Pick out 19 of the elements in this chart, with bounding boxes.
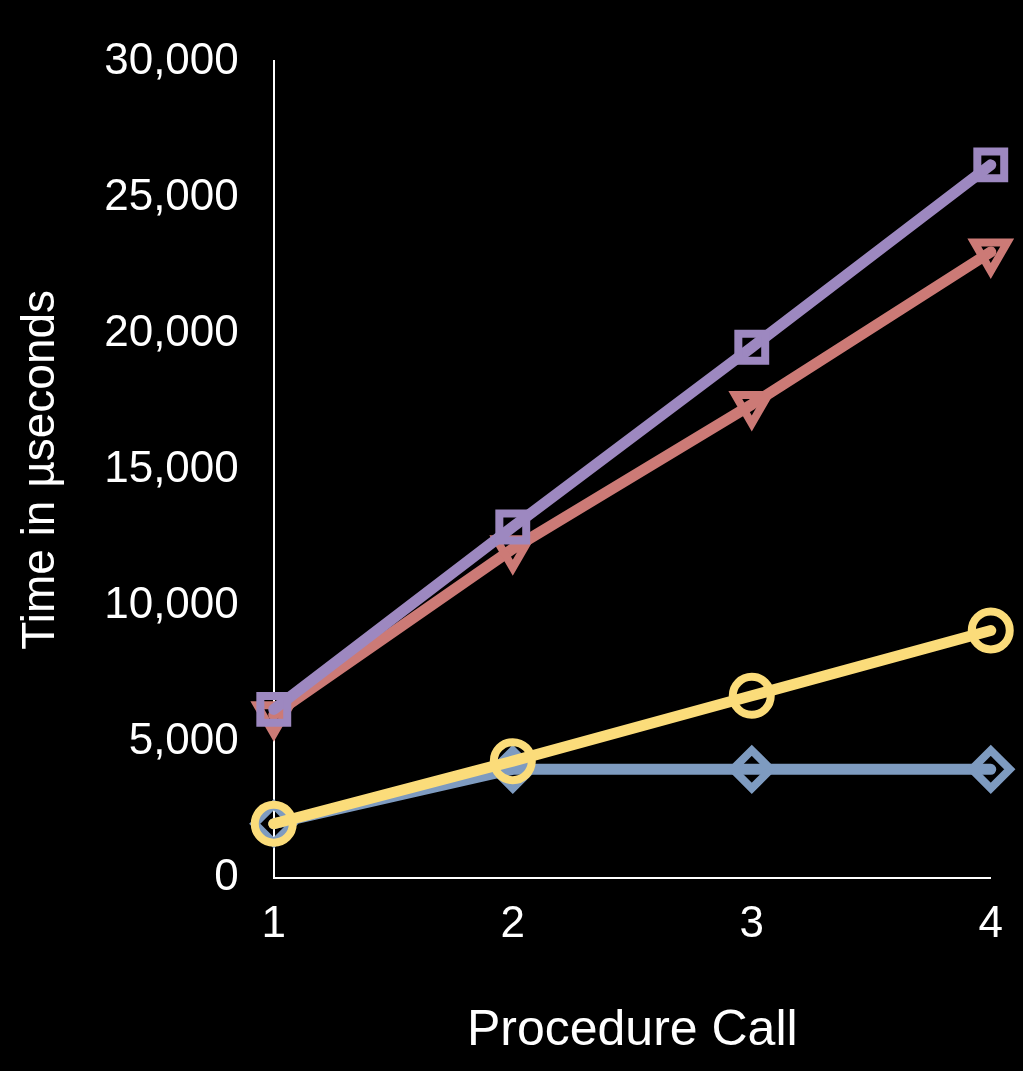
y-tick-label: 30,000 (104, 33, 239, 83)
point (967, 607, 1014, 654)
y-tick-label: 5,000 (128, 714, 239, 764)
x-tick-label: 3 (739, 896, 765, 946)
x-tick-label: 4 (978, 896, 1004, 946)
y-axis-title: Time in µseconds (12, 289, 65, 650)
x-axis-title: Procedure Call (466, 999, 798, 1056)
point (728, 672, 775, 719)
y-tick-label: 15,000 (104, 441, 239, 491)
y-tick-label: 0 (214, 850, 239, 900)
point (495, 509, 531, 545)
x-tick-label: 1 (261, 896, 287, 946)
y-tick-label: 20,000 (104, 305, 239, 355)
point (489, 738, 536, 785)
x-tick-label: 2 (500, 896, 526, 946)
point (734, 329, 770, 365)
y-tick-label: 25,000 (104, 169, 239, 219)
y-tick-label: 10,000 (104, 578, 239, 628)
point (973, 147, 1009, 183)
